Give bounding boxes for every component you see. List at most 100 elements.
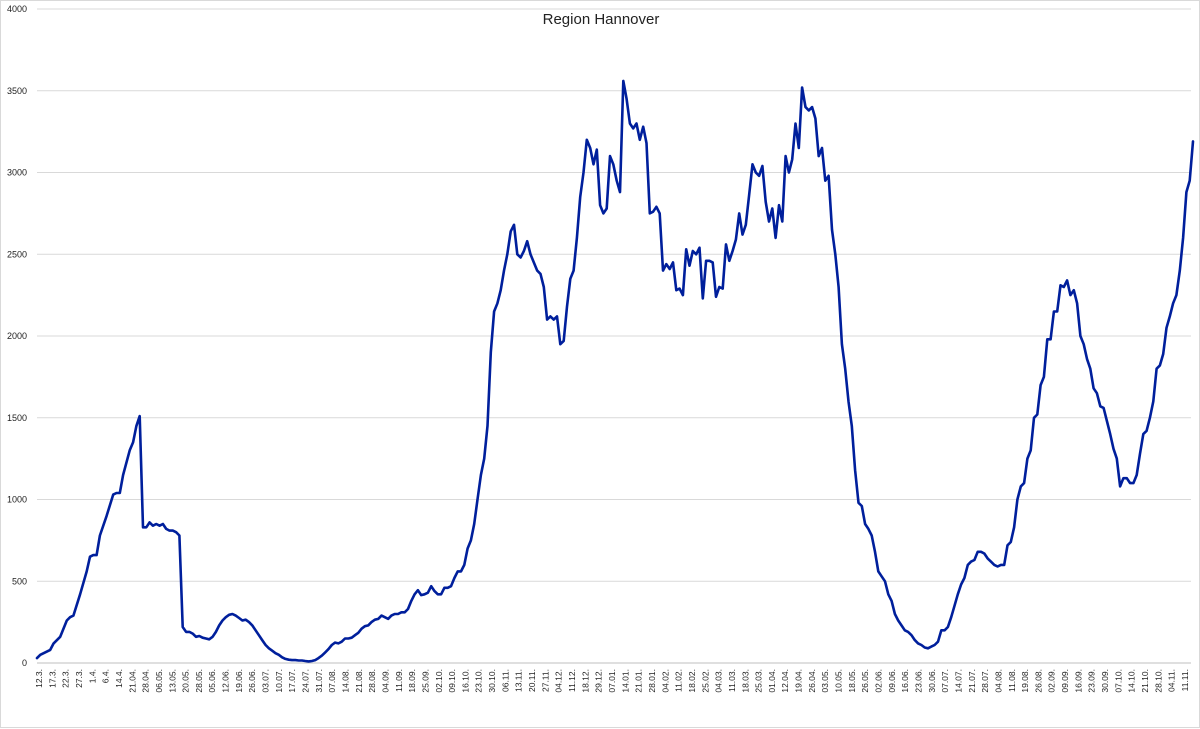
y-tick-label: 4000 [7,4,27,14]
x-tick-label: 19.04. [794,669,804,693]
x-tick-label: 11.08. [1007,669,1017,692]
x-tick-label: 14.08. [340,669,350,693]
x-tick-label: 02.09. [1047,669,1057,693]
y-tick-label: 2000 [7,331,27,341]
x-tick-label: 11.09. [394,669,404,692]
x-tick-label: 26.06. [247,669,257,693]
x-tick-label: 30.06. [927,669,937,693]
x-tick-label: 25.03. [754,669,764,693]
x-tick-label: 21.04. [127,669,137,693]
series-group [35,79,1195,663]
x-tick-label: 12.04. [780,669,790,693]
y-tick-label: 1000 [7,495,27,505]
series-line [35,79,1195,663]
x-tick-label: 10.07. [274,669,284,693]
x-tick-label: 14.01. [620,669,630,693]
x-tick-label: 28.08. [367,669,377,693]
x-tick-label: 18.05. [847,669,857,693]
x-tick-label: 20.11. [527,669,537,692]
x-tick-label: 06.11. [500,669,510,692]
x-tick-label: 29.12. [594,669,604,693]
x-tick-label: 07.10. [1113,669,1123,693]
x-tick-label: 26.05. [860,669,870,693]
x-tick-label: 17.07. [287,669,297,693]
x-tick-label: 23.10. [474,669,484,693]
y-tick-label: 3500 [7,86,27,96]
x-tick-label: 09.10. [447,669,457,693]
x-tick-label: 04.09. [380,669,390,693]
x-tick-label: 03.05. [820,669,830,693]
y-tick-label: 3000 [7,168,27,178]
x-tick-label: 30.09. [1100,669,1110,693]
x-tick-label: 16.10. [460,669,470,693]
x-tick-label: 14.10. [1127,669,1137,693]
x-tick-label: 04.12. [554,669,564,693]
x-tick-label: 21.01. [634,669,644,693]
x-tick-label: 25.02. [700,669,710,693]
x-tick-label: 14.07. [953,669,963,693]
x-tick-label: 16.09. [1073,669,1083,693]
x-tick-label: 09.09. [1060,669,1070,693]
x-tick-label: 01.04. [767,669,777,693]
x-tick-label: 21.10. [1140,669,1150,693]
y-tick-label: 2500 [7,249,27,259]
x-tick-label: 02.10. [434,669,444,693]
x-tick-label: 13.11. [514,669,524,692]
x-tick-label: 04.11. [1167,669,1177,692]
x-tick-label: 11.11. [1180,669,1190,691]
y-axis-ticks: 0 500 1000 1500 2000 2500 3000 3500 4000 [7,4,27,668]
x-tick-label: 12.06. [221,669,231,693]
x-tick-label: 10.05. [834,669,844,693]
x-tick-label: 07.07. [940,669,950,693]
x-tick-label: 21.07. [967,669,977,693]
x-tick-label: 23.06. [913,669,923,693]
x-tick-label: 27.3. [74,669,84,688]
x-tick-label: 20.05. [181,669,191,693]
x-tick-label: 31.07. [314,669,324,693]
x-tick-label: 25.09. [420,669,430,693]
x-tick-label: 24.07. [301,669,311,693]
x-tick-label: 6.4. [101,669,111,683]
x-tick-label: 13.05. [167,669,177,693]
x-tick-label: 21.08. [354,669,364,693]
y-tick-label: 0 [22,658,27,668]
x-tick-label: 26.08. [1033,669,1043,693]
x-tick-label: 12.3. [34,669,44,688]
x-tick-label: 09.06. [887,669,897,693]
chart-title: Region Hannover [542,11,660,28]
x-tick-label: 11.02. [674,669,684,692]
x-tick-label: 04.08. [993,669,1003,693]
x-tick-label: 26.04. [807,669,817,693]
x-tick-label: 16.06. [900,669,910,693]
x-tick-label: 04.02. [660,669,670,693]
x-tick-label: 07.01. [607,669,617,693]
x-tick-label: 28.01. [647,669,657,693]
x-tick-label: 18.09. [407,669,417,693]
x-tick-label: 02.06. [874,669,884,693]
x-tick-label: 19.06. [234,669,244,693]
x-tick-label: 18.12. [580,669,590,693]
x-tick-label: 27.11. [540,669,550,692]
x-tick-label: 19.08. [1020,669,1030,693]
y-tick-label: 500 [12,576,27,586]
x-tick-label: 14.4. [114,669,124,688]
x-tick-label: 28.04. [141,669,151,693]
x-tick-label: 30.10. [487,669,497,693]
x-tick-label: 05.06. [207,669,217,693]
x-tick-label: 18.02. [687,669,697,693]
y-tick-label: 1500 [7,413,27,423]
x-tick-label: 06.05. [154,669,164,693]
gridlines [37,8,1191,664]
x-tick-label: 18.03. [740,669,750,693]
x-tick-label: 28.10. [1153,669,1163,693]
x-tick-label: 23.09. [1087,669,1097,693]
x-axis-ticks: 12.3. 17.3. 22.3. 27.3. 1.4. 6.4. 14.4. 21.04. 2… [34,669,1190,693]
x-tick-label: 07.08. [327,669,337,693]
x-tick-label: 28.07. [980,669,990,693]
x-tick-label: 17.3. [47,669,57,688]
x-tick-label: 03.07. [261,669,271,693]
x-tick-label: 11.12. [567,669,577,692]
x-tick-label: 11.03. [727,669,737,692]
